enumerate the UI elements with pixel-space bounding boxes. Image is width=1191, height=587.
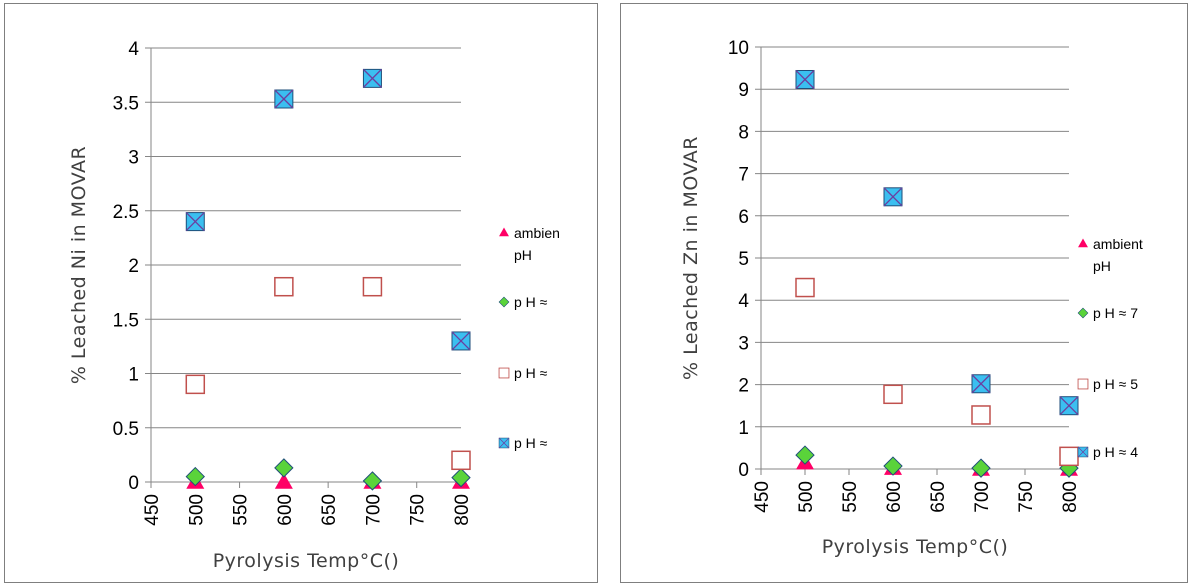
y-tick-label: 3	[128, 148, 139, 169]
data-point	[274, 89, 294, 109]
chart-zn: 0 1 2 3 4 5 6 7 8 9 10 450 500 550 600 650 700 750 800 % Le…	[680, 38, 1143, 558]
series-diamond	[795, 445, 1079, 478]
data-point	[971, 374, 991, 394]
x-tick-label: 800	[1060, 481, 1081, 513]
data-point	[795, 277, 815, 298]
legend-marker	[1078, 238, 1088, 248]
legend-marker	[498, 296, 510, 308]
legend-marker	[1077, 378, 1089, 390]
data-point	[274, 473, 293, 489]
data-point	[274, 458, 294, 478]
y-tick-label: 0.5	[113, 419, 139, 440]
series-square-x	[185, 68, 471, 351]
y-tick-label: 3	[738, 333, 749, 354]
data-point	[971, 405, 991, 425]
x-axis-title: Pyrolysis Temp°C()	[822, 536, 1009, 558]
y-gridlines	[145, 47, 461, 483]
data-point	[883, 384, 903, 405]
x-tick-label: 700	[972, 481, 993, 513]
legend-label: p H ≈ 7	[1093, 305, 1138, 321]
y-axis-title: % Leached Ni in MOVAR	[68, 146, 90, 384]
data-point	[971, 458, 991, 478]
x-tick-label: 800	[452, 494, 473, 526]
x-tick-label: 550	[231, 494, 252, 526]
y-tick-label: 1	[128, 365, 139, 386]
legend-marker	[1077, 446, 1089, 458]
x-tick-label: 750	[408, 494, 429, 526]
legend-marker	[498, 367, 510, 379]
legend-marker	[499, 227, 509, 237]
x-tick-label: 650	[319, 494, 340, 526]
series-square-open	[185, 276, 471, 471]
data-point	[795, 69, 815, 89]
x-axis-title: Pyrolysis Temp°C()	[213, 550, 400, 572]
legend-label: pH	[1093, 258, 1111, 274]
y-tick-label: 1.5	[113, 310, 139, 331]
y-tick-label: 2.5	[113, 202, 139, 223]
y-tick-label: 7	[738, 165, 749, 186]
data-point	[451, 450, 471, 471]
legend-label: pH	[514, 247, 532, 263]
y-tick-label: 1	[738, 418, 749, 439]
data-point	[274, 276, 294, 297]
y-tick-label: 5	[738, 249, 749, 270]
y-tick-label: 2	[128, 256, 139, 277]
data-point	[185, 466, 205, 487]
data-point	[185, 374, 206, 395]
x-tick-label: 550	[840, 481, 861, 513]
series-diamond	[185, 458, 471, 491]
legend-marker	[1077, 307, 1089, 319]
chart-ni: 0 0.5 1 1.5 2 2.5 3 3.5 4 450 500 550 600 650 700 750 80…	[68, 39, 560, 572]
y-tick-label: 8	[738, 122, 749, 143]
y-axis-title: % Leached Zn in MOVAR	[680, 136, 702, 380]
series-square-x	[795, 69, 1079, 416]
legend-label: ambien	[514, 225, 560, 241]
x-tick-label: 500	[796, 481, 817, 513]
legend-label: p H ≈	[514, 365, 548, 381]
chart-zn-panel: 0 1 2 3 4 5 6 7 8 9 10 450 500 550 600 650 700 750 800 % Le…	[620, 3, 1188, 583]
x-tick-label: 450	[142, 494, 163, 526]
x-tick-label: 750	[1016, 481, 1037, 513]
legend-label: p H ≈ 4	[1093, 444, 1138, 460]
legend-label: p H ≈	[514, 294, 548, 310]
legend-label: ambient	[1093, 236, 1143, 252]
y-tick-label: 6	[738, 207, 749, 228]
y-tick-label: 2	[738, 376, 749, 397]
y-tick-label: 4	[128, 39, 139, 60]
x-tick-label: 650	[928, 481, 949, 513]
data-point	[362, 471, 383, 491]
y-tick-label: 0	[738, 460, 749, 481]
data-point	[795, 445, 815, 465]
data-point	[451, 331, 471, 351]
x-tick-label: 700	[363, 494, 384, 526]
x-tick-label: 600	[884, 481, 905, 513]
legend-marker	[498, 437, 510, 449]
data-point	[362, 68, 382, 88]
y-tick-label: 9	[738, 80, 749, 101]
y-gridlines	[755, 46, 1069, 470]
x-tick-label: 500	[186, 494, 207, 526]
data-point	[451, 467, 471, 488]
data-point	[1059, 446, 1079, 467]
y-tick-label: 4	[738, 291, 749, 312]
data-point	[883, 456, 903, 476]
y-tick-label: 10	[728, 38, 749, 59]
data-point	[1059, 396, 1079, 416]
legend-label: p H ≈	[514, 435, 548, 451]
y-tick-label: 3.5	[113, 93, 139, 114]
data-point	[883, 187, 903, 207]
data-point	[362, 276, 383, 297]
y-tick-label: 0	[128, 473, 139, 494]
legend-label: p H ≈ 5	[1093, 376, 1138, 392]
data-point	[185, 212, 205, 232]
x-tick-label: 600	[275, 494, 296, 526]
x-tick-label: 450	[752, 481, 773, 513]
chart-ni-panel: 0 0.5 1 1.5 2 2.5 3 3.5 4 450 500 550 600 650 700 750 80…	[4, 3, 598, 583]
series-square-open	[795, 277, 1079, 467]
